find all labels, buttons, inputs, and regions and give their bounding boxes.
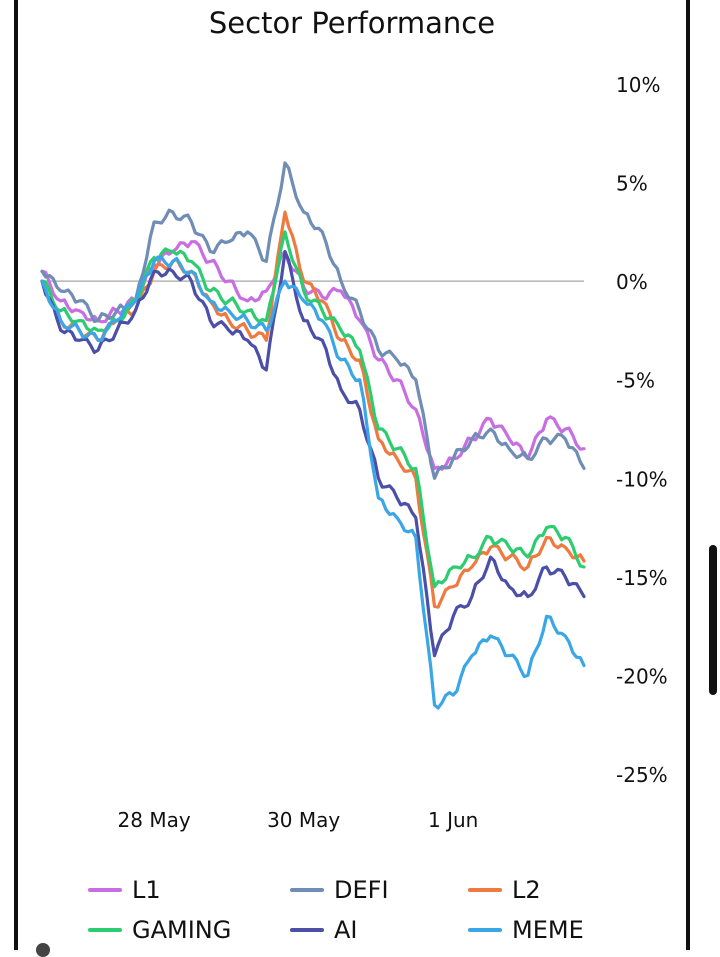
legend-item-l1[interactable]: L1 [88,876,161,904]
x-tick-label: 30 May [267,808,340,832]
scrollbar-thumb[interactable] [709,545,717,695]
y-tick-label: 5% [616,172,648,196]
legend-swatch [88,888,122,892]
legend-item-l2[interactable]: L2 [468,876,541,904]
y-tick-label: 0% [616,270,648,294]
legend-item-gaming[interactable]: GAMING [88,916,231,944]
y-tick-label: -15% [616,566,668,590]
y-tick-label: -5% [616,369,655,393]
legend-item-ai[interactable]: AI [290,916,358,944]
series-line-defi [40,161,586,480]
y-tick-label: 10% [616,73,660,97]
legend-label: AI [334,916,358,944]
frame-right-border [686,0,690,950]
series-line-ai [40,250,586,658]
legend-label: MEME [512,916,584,944]
series-line-l2 [40,210,586,609]
frame-left-border [14,0,18,950]
series-line-gaming [40,230,586,589]
y-tick-label: -10% [616,467,668,491]
series-line-l1 [40,240,586,471]
legend-swatch [468,928,502,932]
chart-title: Sector Performance [208,6,496,40]
x-tick-label: 28 May [118,808,191,832]
avatar [36,943,50,957]
legend-label: GAMING [132,916,232,944]
legend-swatch [468,888,502,892]
legend-item-defi[interactable]: DEFI [290,876,389,904]
legend-item-meme[interactable]: MEME [468,916,584,944]
legend-swatch [290,888,324,892]
legend-label: L1 [132,876,161,904]
x-tick-label: 1 Jun [428,808,478,832]
y-tick-label: -25% [616,763,668,787]
legend-swatch [88,928,122,932]
legend-label: DEFI [334,876,389,904]
series-line-meme [40,255,586,710]
y-tick-label: -20% [616,664,668,688]
legend-swatch [290,928,324,932]
legend-label: L2 [512,876,541,904]
